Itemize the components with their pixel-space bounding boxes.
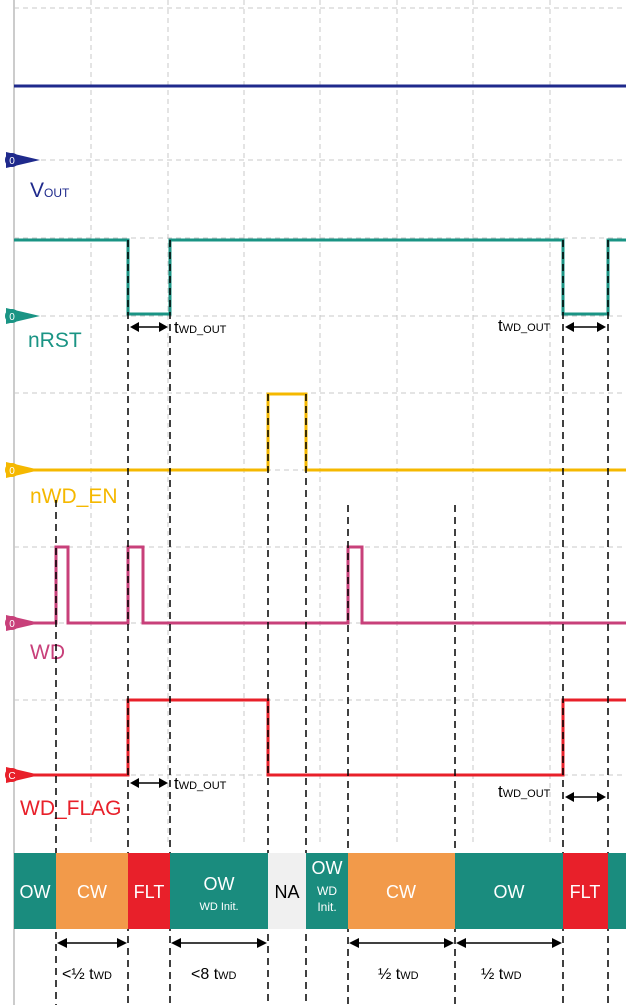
duration-lt8: <8 tWD [191,966,237,983]
twd-out-arrow-nrst-1 [130,322,168,332]
nrst-trace [14,238,626,316]
state-ow-2 [455,853,563,929]
wd-marker: 0 [5,615,40,631]
vout-label: VOUT [30,179,70,202]
twd-out-arrow-nrst-2 [565,322,606,332]
nrst-label: nRST [28,329,82,352]
state-cw-2-label: CW [386,882,416,902]
wd-flag-marker: C [5,767,40,783]
wd-flag-label: WD_FLAG [20,797,122,820]
state-ow-init [170,853,268,929]
state-ow-wd-init [306,853,348,929]
twd-out-label-flag-1: tWD_OUT [174,774,227,793]
wd-label: WD [30,641,65,664]
nwd-en-label: nWD_EN [30,485,118,508]
duration-arrows [57,938,562,948]
wd-marker-label: 0 [9,619,15,630]
state-ow-3 [608,853,626,929]
state-ow-1-label: OW [20,882,51,902]
state-ow-init-label: OW [204,874,235,894]
state-bar [14,853,626,929]
wd-flag-marker-label: C [8,771,15,782]
duration-half-2: ½ tWD [481,966,522,983]
state-ow-init-sub: WD Init. [199,901,238,913]
twd-out-arrow-flag-2 [565,792,606,802]
vout-marker-label: 0 [9,156,15,167]
nwd-en-trace [14,392,626,472]
nrst-marker: 0 [5,308,40,324]
state-ow-2-label: OW [494,882,525,902]
wd-trace [14,545,626,625]
twd-out-label-nrst-1: tWD_OUT [174,318,227,337]
duration-half-lt: <½ tWD [62,966,112,983]
twd-out-label-flag-2: tWD_OUT [498,782,551,801]
nwd-en-marker: 0 [5,462,40,478]
state-cw-2 [348,853,455,929]
nrst-marker-label: 0 [9,312,15,323]
state-cw-1 [56,853,128,929]
twd-out-label-nrst-2: tWD_OUT [498,316,551,335]
twd-out-arrow-flag-1 [130,778,168,788]
state-ow-wd-init-sub2: Init. [317,900,336,914]
state-flt-2-label: FLT [570,882,601,902]
duration-half-1: ½ tWD [378,966,419,983]
state-flt-2 [563,853,608,929]
state-ow-1 [14,853,56,929]
state-flt-1-label: FLT [134,882,165,902]
nwd-en-marker-label: 0 [9,466,15,477]
state-flt-1 [128,853,170,929]
state-ow-wd-init-sub1: WD [317,884,337,898]
state-na-label: NA [274,882,299,902]
state-na [268,853,306,929]
state-cw-1-label: CW [77,882,107,902]
vout-marker: 0 [5,152,40,168]
state-ow-wd-init-label: OW [312,858,343,878]
